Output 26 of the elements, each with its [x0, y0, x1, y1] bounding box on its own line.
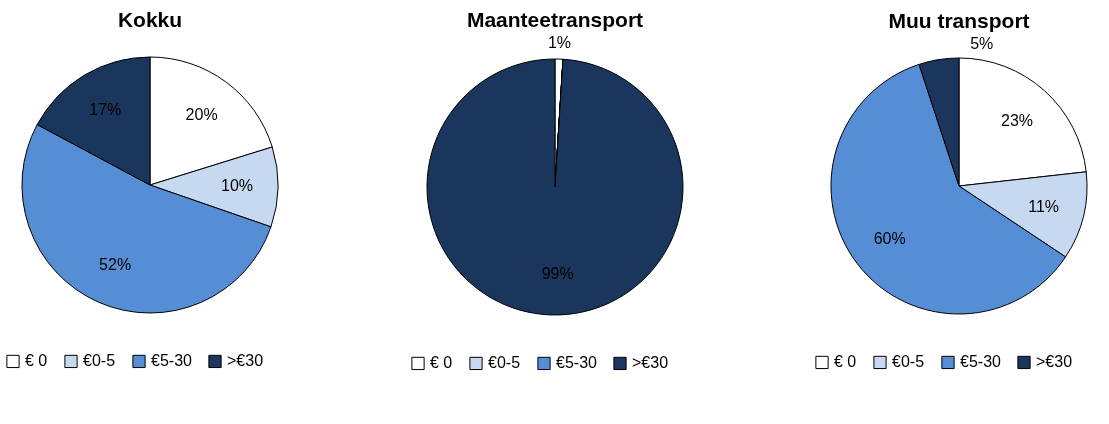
legend-label: €0-5 [487, 354, 520, 372]
legend-label: € 0 [834, 353, 857, 371]
legend-label: €0-5 [892, 353, 925, 371]
chart-title: Kokku [117, 8, 183, 31]
data-label: 20% [185, 105, 218, 123]
legend-label: >€30 [1036, 353, 1073, 371]
legend-label: € 0 [25, 352, 48, 370]
chart-title: Muu transport [888, 8, 1030, 32]
data-label: 99% [541, 265, 574, 282]
legend-label: €5-30 [960, 353, 1002, 371]
data-label: 11% [1028, 197, 1060, 215]
legend-label: €5-30 [151, 352, 193, 370]
legend-label: €0-5 [83, 352, 116, 370]
legend-label: €5-30 [555, 354, 597, 372]
legend-label: >€30 [227, 352, 264, 370]
legend-label: € 0 [429, 354, 452, 372]
pie-slice [426, 58, 683, 316]
data-label: 60% [873, 229, 906, 247]
data-label: 5% [970, 34, 994, 52]
data-label: 1% [547, 34, 571, 52]
data-label: 17% [89, 101, 122, 119]
data-label: 52% [99, 255, 132, 273]
data-label: 23% [1001, 112, 1034, 130]
data-label: 10% [221, 177, 254, 195]
legend-label: >€30 [631, 354, 668, 372]
chart-title: Maanteetransport [466, 8, 643, 32]
